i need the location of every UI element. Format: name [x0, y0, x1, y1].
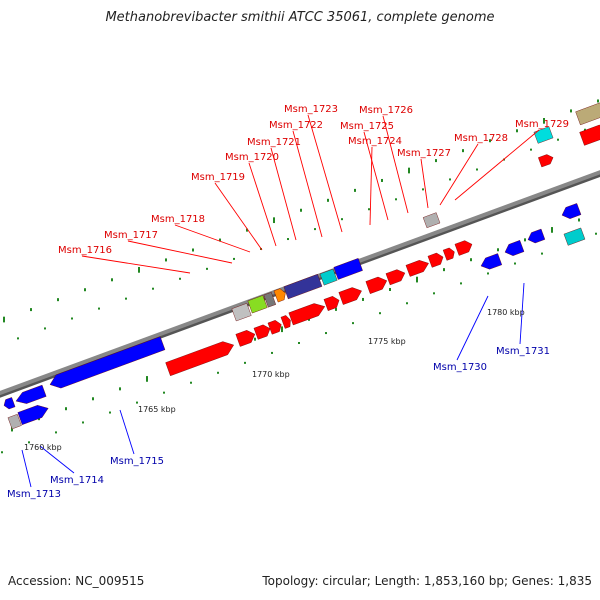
callout-line	[420, 158, 429, 209]
callout-line	[439, 143, 479, 206]
gene-callouts: Msm_1713 Msm_1714 Msm_1715 Msm_1716 Msm_1717…	[7, 104, 569, 500]
scale-label: 1770 kbp	[252, 370, 290, 379]
scale-labels: 1760 kbp 1765 kbp 1770 kbp 1775 kbp 1780 kbp	[24, 308, 525, 452]
gene-label[interactable]: Msm_1719	[191, 172, 245, 183]
scale-label: 1765 kbp	[138, 405, 176, 414]
gene-label[interactable]: Msm_1718	[151, 214, 205, 225]
gene-feature-other[interactable]	[7, 413, 22, 430]
gene-label[interactable]: Msm_1725	[340, 121, 394, 132]
gene-feature-forward[interactable]	[365, 276, 388, 294]
gene-label[interactable]: Msm_1728	[454, 133, 508, 144]
callout-line	[519, 282, 525, 345]
gene-feature-other[interactable]	[319, 268, 338, 286]
gene-feature-forward[interactable]	[235, 330, 256, 347]
gene-feature-forward[interactable]	[442, 247, 455, 261]
gene-feature-reverse[interactable]	[17, 405, 49, 425]
genome-summary: Topology: circular; Length: 1,853,160 bp…	[262, 574, 592, 588]
gene-label[interactable]: Msm_1724	[348, 136, 402, 147]
gene-feature-reverse[interactable]	[15, 384, 47, 404]
gene-label[interactable]: Msm_1727	[397, 148, 451, 159]
gene-label[interactable]: Msm_1723	[284, 104, 338, 115]
callout-line	[119, 409, 135, 455]
callout-line	[248, 162, 277, 247]
gene-label[interactable]: Msm_1730	[433, 362, 487, 373]
gene-label[interactable]: Msm_1726	[359, 105, 413, 116]
tick-marks	[1, 99, 599, 454]
gene-features[interactable]	[3, 101, 600, 430]
callout-line	[214, 182, 263, 251]
scale-label: 1760 kbp	[24, 443, 62, 452]
gene-feature-other[interactable]	[422, 212, 441, 229]
gene-label[interactable]: Msm_1717	[104, 230, 158, 241]
gene-feature-forward[interactable]	[288, 303, 326, 326]
scale-label: 1775 kbp	[368, 337, 406, 346]
gene-feature-reverse[interactable]	[527, 228, 546, 244]
accession-label: Accession: NC_009515	[8, 574, 145, 588]
gene-feature-forward[interactable]	[538, 154, 554, 168]
callout-line	[81, 255, 191, 274]
gene-feature-reverse[interactable]	[49, 336, 166, 389]
callout-line	[382, 115, 409, 214]
gene-feature-forward[interactable]	[280, 315, 291, 329]
callout-line	[39, 445, 75, 474]
gene-feature-forward[interactable]	[385, 269, 406, 286]
gene-label[interactable]: Msm_1731	[496, 346, 550, 357]
gene-feature-forward[interactable]	[338, 287, 362, 305]
gene-feature-other[interactable]	[263, 292, 277, 308]
callout-line	[292, 130, 323, 238]
gene-feature-reverse[interactable]	[3, 397, 16, 410]
gene-feature-reverse[interactable]	[333, 258, 363, 280]
callout-line	[127, 240, 233, 264]
gene-label[interactable]: Msm_1714	[50, 475, 104, 486]
gene-feature-reverse[interactable]	[480, 253, 503, 270]
gene-feature-other[interactable]	[283, 273, 323, 300]
gene-label[interactable]: Msm_1713	[7, 489, 61, 500]
callout-line	[270, 147, 297, 241]
gene-feature-forward[interactable]	[323, 296, 340, 311]
gene-label[interactable]: Msm_1722	[269, 120, 323, 131]
gene-label[interactable]: Msm_1720	[225, 152, 279, 163]
gene-feature-forward[interactable]	[405, 260, 429, 277]
gene-feature-other[interactable]	[231, 303, 252, 322]
gene-feature-forward[interactable]	[253, 324, 271, 340]
gene-feature-other[interactable]	[575, 101, 600, 126]
gene-feature-forward[interactable]	[267, 320, 282, 335]
callout-line	[456, 295, 489, 361]
callout-line	[21, 449, 32, 488]
gene-feature-other[interactable]	[273, 288, 286, 303]
gene-feature-reverse[interactable]	[504, 240, 525, 256]
gene-label[interactable]: Msm_1729	[515, 119, 569, 130]
gene-feature-forward[interactable]	[427, 252, 444, 268]
scale-label: 1780 kbp	[487, 308, 525, 317]
gene-label[interactable]: Msm_1716	[58, 245, 112, 256]
gene-feature-other[interactable]	[247, 295, 268, 314]
gene-feature-other[interactable]	[563, 227, 586, 246]
gene-feature-reverse[interactable]	[561, 203, 582, 219]
gene-label[interactable]: Msm_1721	[247, 137, 301, 148]
gene-feature-forward[interactable]	[165, 341, 235, 377]
callout-line	[307, 114, 343, 233]
gene-feature-forward[interactable]	[454, 240, 473, 256]
gene-label[interactable]: Msm_1715	[110, 456, 164, 467]
gene-feature-forward[interactable]	[579, 124, 600, 146]
callout-line	[363, 131, 389, 221]
callout-line	[174, 224, 251, 253]
map-title: Methanobrevibacter smithii ATCC 35061, c…	[105, 10, 495, 25]
callout-line	[454, 129, 540, 201]
